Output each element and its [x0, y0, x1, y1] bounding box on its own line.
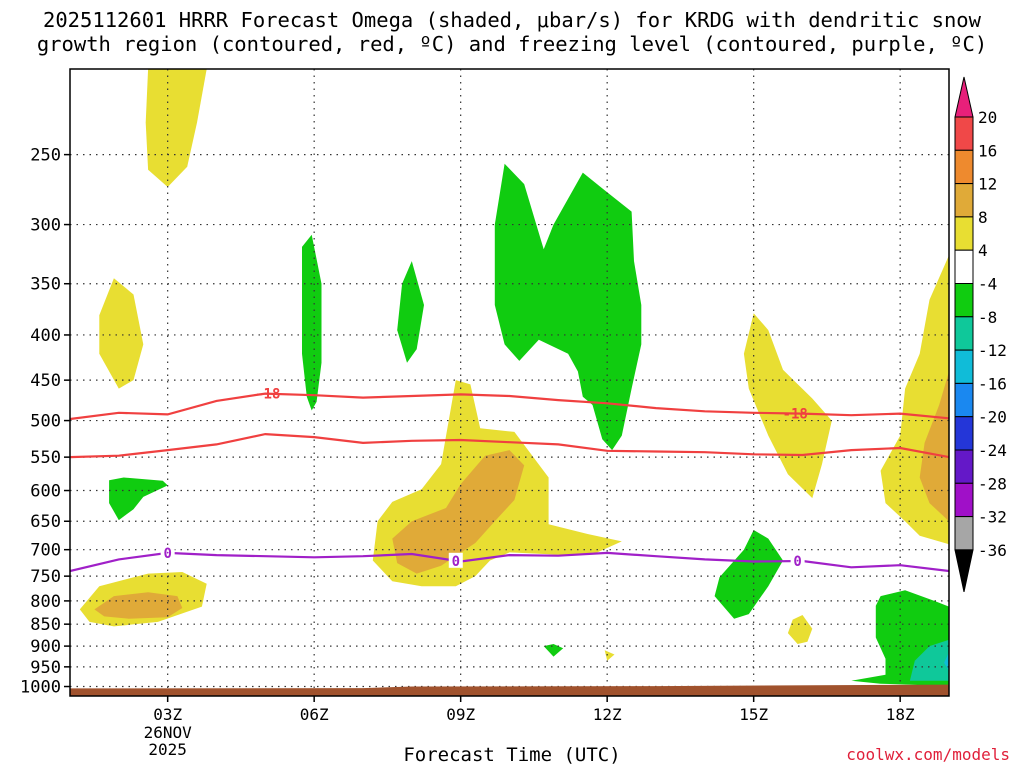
omega-region-pos8-10 — [919, 371, 949, 522]
x-tick-label-09Z: 09Z — [446, 705, 475, 724]
y-tick-label-700: 700 — [30, 541, 61, 561]
omega-region-pos8-3 — [94, 592, 183, 619]
colorbar-swatch-5 — [954, 283, 974, 318]
colorbar-swatch-8 — [954, 382, 974, 418]
omega-region-neg4-13 — [494, 163, 642, 451]
colorbar-label-4: 4 — [978, 241, 988, 260]
colorbar-swatch-1 — [954, 149, 974, 185]
omega-region-neg4-12 — [397, 261, 424, 363]
colorbar-label-8: -16 — [978, 374, 1007, 393]
y-tick-label-550: 550 — [30, 448, 61, 468]
freezing-level-line-0 — [70, 551, 949, 573]
freezing-label-bg-2 — [790, 553, 805, 569]
omega-region-pos8-5 — [392, 450, 525, 574]
colorbar-swatch-3 — [954, 216, 974, 251]
credit-link[interactable]: coolwx.com/models — [846, 745, 1010, 764]
omega-region-pos4-0 — [145, 69, 207, 187]
y-tick-label-950: 950 — [30, 658, 61, 678]
y-tick-label-500: 500 — [30, 412, 61, 432]
omega-region-pos4-7 — [787, 615, 813, 644]
freezing-label-bg-1 — [448, 552, 463, 568]
y-tick-label-300: 300 — [30, 216, 61, 236]
colorbar-label-9: -20 — [978, 408, 1007, 427]
y-tick-label-1000: 1000 — [20, 678, 61, 698]
colorbar-label-0: 20 — [978, 108, 997, 127]
omega-region-neg4-15 — [714, 530, 783, 619]
y-tick-label-350: 350 — [30, 275, 61, 295]
colorbar-swatch-7 — [954, 349, 974, 384]
x-date-label-1: 2025 — [148, 740, 187, 759]
y-tick-label-750: 750 — [30, 567, 61, 587]
freezing-level-label-0: 0 — [163, 546, 171, 562]
omega-region-pos4-8 — [604, 650, 615, 661]
colorbar-label-13: -36 — [978, 541, 1007, 560]
x-tick-label-12Z: 12Z — [593, 705, 622, 724]
omega-region-neg4-11 — [302, 234, 322, 411]
y-tick-label-800: 800 — [30, 592, 61, 612]
y-tick-label-850: 850 — [30, 615, 61, 635]
colorbar-swatch-6 — [954, 316, 974, 351]
colorbar-swatch-2 — [954, 183, 974, 218]
x-date-label-0: 26NOV — [144, 723, 193, 742]
colorbar-label-5: -4 — [978, 275, 997, 294]
colorbar-label-10: -24 — [978, 441, 1007, 460]
chart-title-line2: growth region (contoured, red, ºC) and f… — [36, 32, 988, 56]
colorbar-swatch-12 — [954, 516, 974, 551]
chart-title: 2025112601 HRRR Forecast Omega (shaded, … — [0, 8, 1024, 56]
x-tick-label-06Z: 06Z — [300, 705, 329, 724]
freezing-level-label-2: 0 — [793, 554, 801, 570]
freezing-level-label-1: 0 — [452, 554, 460, 570]
y-tick-label-900: 900 — [30, 637, 61, 657]
colorbar-label-2: 12 — [978, 175, 997, 194]
omega-region-neg4-16 — [543, 644, 564, 657]
x-tick-label-18Z: 18Z — [886, 705, 915, 724]
dgz-contour-label-0: -18 — [255, 387, 280, 403]
ground-surface — [70, 684, 949, 696]
colorbar-swatch-4 — [954, 249, 974, 284]
y-tick-label-450: 450 — [30, 371, 61, 391]
dgz-contour-line-0 — [70, 392, 949, 421]
colorbar-swatch-11 — [954, 482, 974, 518]
colorbar-swatch-9 — [954, 416, 974, 451]
freezing-label-bg-0 — [160, 544, 175, 560]
y-tick-label-650: 650 — [30, 512, 61, 532]
colorbar-label-3: 8 — [978, 208, 988, 227]
dgz-contour-label-1: -18 — [783, 406, 808, 422]
colorbar-label-6: -8 — [978, 308, 997, 327]
x-axis-label: Forecast Time (UTC) — [403, 744, 621, 766]
colorbar-label-7: -12 — [978, 341, 1007, 360]
x-tick-label-03Z: 03Z — [153, 705, 182, 724]
colorbar-label-12: -32 — [978, 508, 1007, 527]
y-tick-label-400: 400 — [30, 326, 61, 346]
colorbar-bottom-arrow — [954, 549, 974, 593]
omega-region-pos4-6 — [743, 313, 832, 499]
colorbar-label-1: 16 — [978, 141, 997, 160]
omega-region-pos4-1 — [99, 278, 144, 389]
colorbar-top-arrow — [954, 76, 974, 118]
y-tick-label-250: 250 — [30, 146, 61, 166]
omega-region-neg8-18 — [909, 639, 949, 681]
plot-frame — [69, 68, 950, 697]
colorbar-swatch-0 — [954, 116, 974, 151]
colorbar-swatch-10 — [954, 449, 974, 484]
dgz-contour-line-2 — [70, 432, 949, 459]
y-tick-label-600: 600 — [30, 482, 61, 502]
omega-region-neg4-14 — [109, 477, 168, 521]
x-tick-label-15Z: 15Z — [739, 705, 768, 724]
chart-title-line1: 2025112601 HRRR Forecast Omega (shaded, … — [43, 8, 981, 32]
colorbar-label-11: -28 — [978, 474, 1007, 493]
